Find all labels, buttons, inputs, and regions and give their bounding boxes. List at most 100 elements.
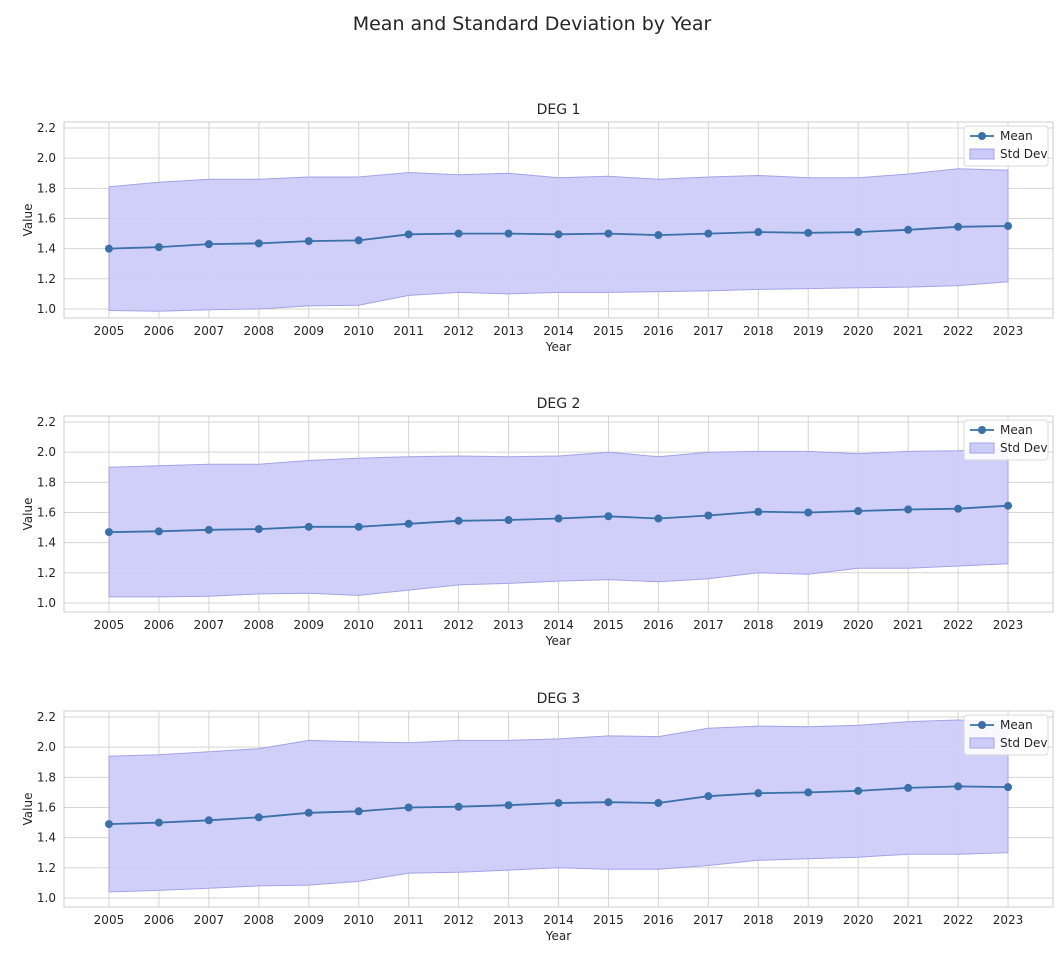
x-tick-label: 2019 — [793, 618, 824, 632]
x-tick-label: 2012 — [443, 618, 474, 632]
x-tick-label: 2019 — [793, 913, 824, 927]
chart-panel-3: 2005 2006 2007 2008 2009 2010 2011 2012 2013 2014… — [21, 691, 1054, 943]
mean-point — [504, 229, 513, 238]
mean-point — [904, 505, 913, 514]
x-tick-label: 2009 — [293, 913, 324, 927]
mean-point — [104, 528, 113, 537]
y-tick-label: 1.2 — [37, 272, 56, 286]
x-tick-label: 2022 — [943, 913, 974, 927]
mean-point — [804, 788, 813, 797]
x-tick-label: 2007 — [194, 913, 225, 927]
x-tick-label: 2021 — [893, 324, 924, 338]
axes-frame — [63, 415, 1054, 613]
y-tick-label: 2.0 — [37, 445, 56, 459]
y-tick-label: 1.4 — [37, 831, 56, 845]
mean-point — [254, 239, 263, 248]
x-tick-label: 2021 — [893, 913, 924, 927]
mean-point — [754, 507, 763, 516]
legend-std-swatch — [969, 148, 995, 160]
x-tick-label: 2010 — [343, 913, 374, 927]
mean-point — [304, 237, 313, 246]
mean-point — [454, 516, 463, 525]
x-tick-label: 2007 — [194, 618, 225, 632]
y-axis-label: Value — [21, 204, 35, 237]
x-tick-label: 2023 — [993, 324, 1024, 338]
mean-point — [854, 786, 863, 795]
y-tick-label: 1.8 — [37, 770, 56, 784]
mean-point — [704, 229, 713, 238]
y-tick-label: 1.6 — [37, 211, 56, 225]
mean-point — [554, 230, 563, 239]
x-tick-label: 2011 — [393, 324, 424, 338]
mean-point — [304, 522, 313, 531]
x-tick-label: 2019 — [793, 324, 824, 338]
x-tick-label: 2017 — [693, 618, 724, 632]
legend-std-swatch — [969, 442, 995, 454]
mean-point — [354, 807, 363, 816]
mean-point — [1004, 783, 1013, 792]
x-tick-label: 2005 — [94, 618, 125, 632]
y-axis-label: Value — [21, 498, 35, 531]
x-tick-label: 2014 — [543, 324, 574, 338]
x-tick-label: 2010 — [343, 618, 374, 632]
x-tick-label: 2012 — [443, 913, 474, 927]
x-tick-label: 2018 — [743, 618, 774, 632]
y-tick-label: 2.2 — [37, 121, 56, 135]
mean-point — [954, 222, 963, 231]
legend-label-std: Std Dev — [1000, 147, 1047, 161]
panel-title: DEG 2 — [537, 396, 581, 412]
y-axis-label: Value — [21, 793, 35, 826]
x-tick-label: 2018 — [743, 913, 774, 927]
legend-label-std: Std Dev — [1000, 441, 1047, 455]
y-tick-label: 1.6 — [37, 800, 56, 814]
std-dev-band — [108, 168, 1009, 312]
x-tick-label: 2006 — [144, 913, 175, 927]
mean-point — [454, 229, 463, 238]
y-tick-label: 1.0 — [37, 596, 56, 610]
mean-point — [154, 818, 163, 827]
mean-point — [554, 798, 563, 807]
axes-frame — [63, 710, 1054, 908]
mean-point — [804, 508, 813, 517]
mean-point — [904, 783, 913, 792]
x-tick-label: 2017 — [693, 913, 724, 927]
mean-point — [154, 527, 163, 536]
mean-point — [404, 519, 413, 528]
mean-point — [404, 230, 413, 239]
mean-point — [954, 504, 963, 513]
y-tick-label: 1.8 — [37, 475, 56, 489]
x-tick-label: 2015 — [593, 324, 624, 338]
legend: Mean Std Dev — [963, 125, 1049, 167]
mean-point — [304, 808, 313, 817]
x-tick-label: 2012 — [443, 324, 474, 338]
legend-mean-marker — [978, 132, 986, 140]
mean-point — [1004, 501, 1013, 510]
mean-point — [754, 789, 763, 798]
x-axis-label: Year — [545, 340, 571, 354]
mean-point — [654, 798, 663, 807]
x-tick-label: 2016 — [643, 324, 674, 338]
legend: Mean Std Dev — [963, 714, 1049, 756]
mean-point — [954, 782, 963, 791]
x-tick-label: 2021 — [893, 618, 924, 632]
x-tick-label: 2008 — [244, 618, 275, 632]
legend-label-mean: Mean — [1000, 423, 1033, 437]
x-axis-label: Year — [545, 929, 571, 943]
x-tick-label: 2008 — [244, 913, 275, 927]
mean-point — [504, 801, 513, 810]
y-tick-label: 1.2 — [37, 566, 56, 580]
mean-point — [454, 802, 463, 811]
mean-point — [354, 522, 363, 531]
x-tick-label: 2010 — [343, 324, 374, 338]
mean-point — [104, 820, 113, 829]
x-tick-label: 2005 — [94, 913, 125, 927]
mean-point — [1004, 222, 1013, 231]
x-tick-label: 2013 — [493, 913, 524, 927]
x-tick-label: 2014 — [543, 913, 574, 927]
x-tick-label: 2013 — [493, 618, 524, 632]
y-tick-label: 1.8 — [37, 181, 56, 195]
x-tick-label: 2015 — [593, 913, 624, 927]
mean-point — [604, 512, 613, 521]
mean-point — [254, 813, 263, 822]
